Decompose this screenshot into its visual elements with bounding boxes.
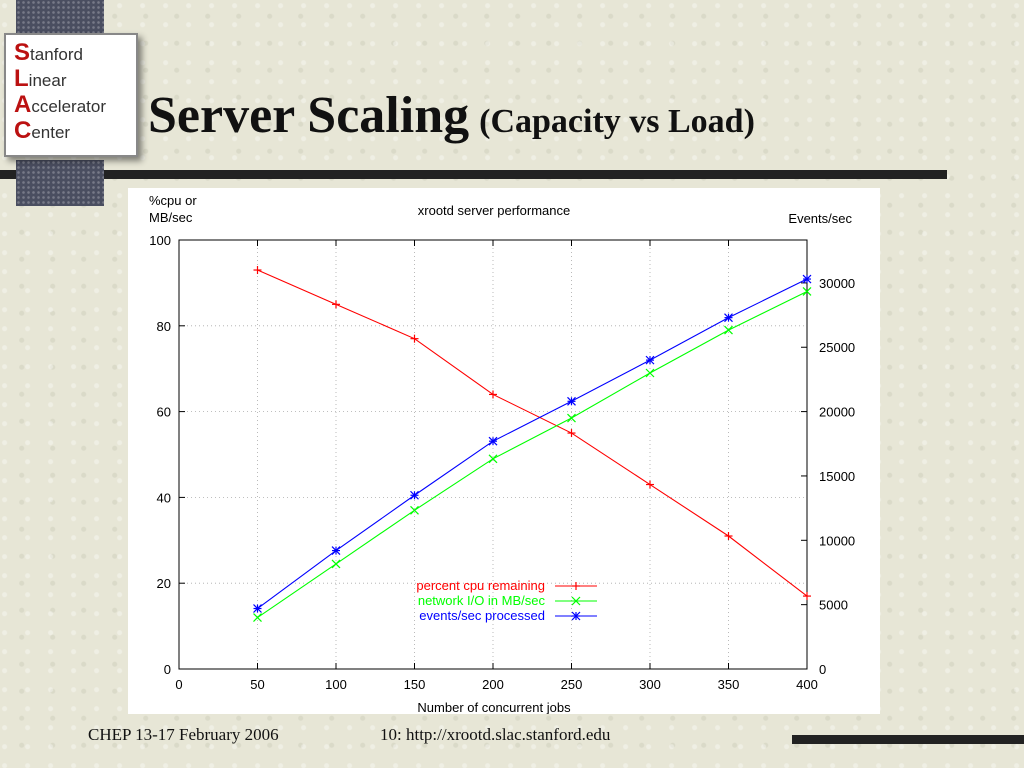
logo-line-center: Center [14,117,71,144]
x-tick-label: 150 [404,677,426,692]
logo-line-stanford: Stanford [14,39,83,66]
data-point-series-2 [331,546,341,556]
x-tick-label: 50 [250,677,264,692]
series-line-2 [257,278,808,609]
series-line-1 [257,290,808,618]
decorative-block-top [16,0,104,38]
data-point-series-1 [488,454,498,464]
y-right-tick-label: 0 [819,662,826,677]
y-right-axis-label: Events/sec [788,211,852,226]
legend-marker-1 [571,596,581,606]
legend-marker-2 [571,611,581,621]
performance-chart: 0 50 100 150 200 250 300 350 4000204060801000500… [149,193,855,715]
data-point-series-0 [489,390,497,399]
y-left-tick-label: 60 [157,405,171,420]
x-tick-label: 400 [796,677,818,692]
x-tick-label: 0 [175,677,182,692]
y-right-tick-label: 15000 [819,469,855,484]
series-line-0 [257,269,808,597]
decorative-block-bottom [16,160,104,206]
x-tick-label: 200 [482,677,504,692]
footer-event-text: CHEP 13-17 February 2006 [88,725,279,744]
data-point-series-1 [331,559,341,569]
slac-logo: Stanford Linear Accelerator Center [4,33,138,157]
data-point-series-1 [410,505,419,515]
data-point-series-1 [645,368,655,378]
legend-label-1: network I/O in MB/sec [418,593,546,608]
data-point-series-2 [567,396,576,406]
x-tick-label: 350 [718,677,740,692]
data-point-series-0 [724,532,733,541]
y-left-axis-label: %cpu or MB/sec [149,193,197,225]
logo-line-linear: Linear [14,65,67,92]
y-left-tick-label: 100 [149,233,171,248]
data-point-series-0 [803,592,811,601]
logo-line-accelerator: Accelerator [14,91,106,118]
x-tick-label: 300 [639,677,661,692]
data-point-series-2 [410,490,419,500]
slide-title: Server Scaling (Capacity vs Load) [148,86,755,145]
y-left-tick-label: 0 [164,662,171,677]
y-right-tick-label: 10000 [819,533,855,548]
y-right-tick-label: 30000 [819,276,855,291]
data-point-series-2 [645,355,655,365]
data-point-series-0 [646,480,654,489]
data-point-series-1 [802,287,812,296]
data-point-series-0 [253,266,262,275]
data-point-series-2 [802,274,812,284]
x-tick-label: 100 [325,677,347,692]
y-right-tick-label: 20000 [819,405,855,420]
footer-rule [792,735,1024,744]
data-point-series-0 [332,300,340,309]
data-point-series-2 [724,313,733,323]
data-point-series-2 [253,604,262,613]
data-point-series-0 [567,429,576,438]
y-left-tick-label: 80 [157,319,171,334]
header-rule [104,170,947,179]
data-point-series-0 [410,334,419,343]
header-rule-left [0,170,16,179]
y-right-tick-label: 5000 [819,598,848,613]
data-point-series-1 [724,325,733,335]
legend-label-0: percent cpu remaining [416,578,545,593]
chart-panel: 0 50 100 150 200 250 300 350 400 0 20 40 60 80 100 0 500… [128,188,880,715]
y-left-tick-label: 20 [157,576,171,591]
y-left-tick-label: 40 [157,490,171,505]
legend-marker-0 [572,582,580,590]
slide-title-main: Server Scaling [148,87,470,144]
chart-title: xrootd server performance [418,203,570,218]
legend-label-2: events/sec processed [419,608,545,623]
data-point-series-1 [567,413,576,423]
data-point-series-1 [253,613,262,622]
x-axis-label: Number of concurrent jobs [417,700,571,714]
footer-page-url: 10: http://xrootd.slac.stanford.edu [380,725,611,744]
y-right-tick-label: 25000 [819,340,855,355]
data-point-series-2 [488,436,498,446]
x-tick-label: 250 [561,677,583,692]
slide-title-subtitle: (Capacity vs Load) [479,103,755,140]
